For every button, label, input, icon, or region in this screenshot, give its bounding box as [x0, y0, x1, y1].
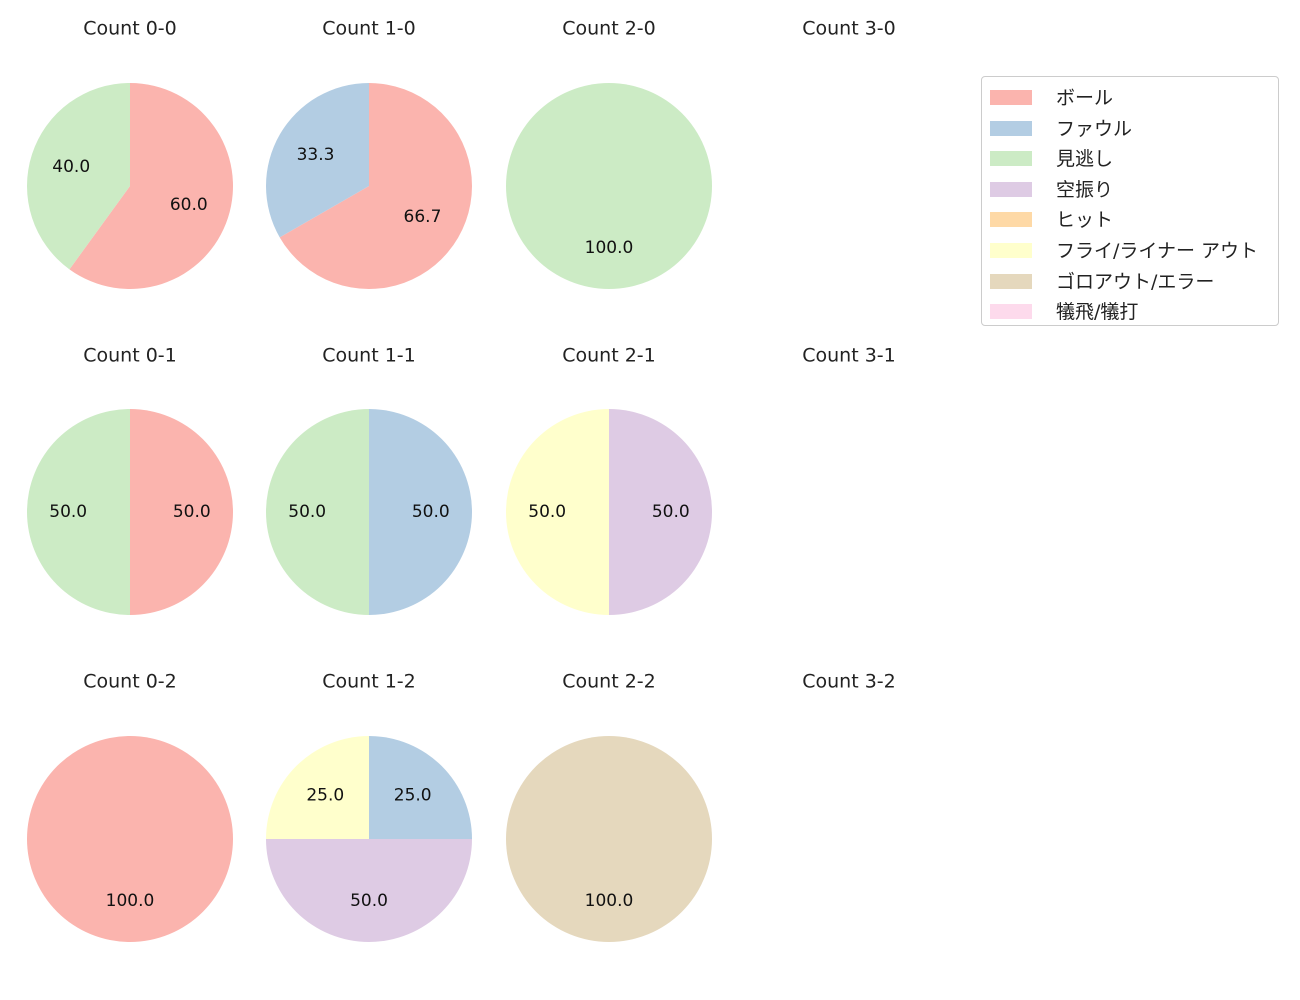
panel-title: Count 2-1	[562, 345, 656, 367]
pie-panel: Count 3-1	[802, 345, 896, 367]
panel-title: Count 3-2	[802, 671, 896, 693]
slice-label: 66.7	[404, 207, 442, 227]
slice-label: 50.0	[528, 502, 566, 522]
legend-entry: 空振り	[990, 173, 1280, 203]
panel-title: Count 2-2	[562, 671, 656, 693]
slice-label: 33.3	[297, 145, 335, 165]
slice-label: 50.0	[652, 502, 690, 522]
pie-slice	[266, 83, 369, 238]
pie-panel: Count 0-2 100.0	[27, 671, 233, 942]
pie-slice	[266, 736, 369, 839]
slice-label: 40.0	[52, 157, 90, 177]
legend-swatch	[990, 90, 1032, 105]
slice-label: 50.0	[288, 502, 326, 522]
pie-panel: Count 1-2 25.0 50.0 25.0	[266, 671, 472, 942]
legend-swatch	[990, 304, 1032, 320]
pie-panel: Count 1-0 66.7 33.3	[266, 18, 472, 289]
slice-label: 25.0	[394, 785, 432, 805]
pie-slice	[27, 83, 131, 270]
slice-label: 100.0	[106, 891, 155, 911]
legend-label: 見逃し	[1056, 148, 1114, 171]
panel-title: Count 1-0	[322, 18, 416, 40]
pie-panel: Count 3-2	[802, 671, 896, 693]
panel-title: Count 1-1	[322, 345, 416, 367]
slice-label: 50.0	[173, 502, 211, 522]
panel-title: Count 0-2	[83, 671, 177, 693]
panel-title: Count 0-0	[83, 18, 177, 40]
legend-entry: 犠飛/犠打	[990, 295, 1280, 325]
pie-slice	[506, 409, 609, 615]
pie-slice	[266, 839, 472, 942]
pie-panel: Count 1-1 50.0 50.0	[266, 345, 472, 615]
slice-label: 25.0	[306, 785, 344, 805]
legend: ボールファウル見逃し空振りヒットフライ/ライナー アウト ゴロアウト/エラー 犠飛/…	[981, 76, 1279, 326]
legend-entry: ファウル	[990, 112, 1280, 142]
panel-title: Count 1-2	[322, 671, 416, 693]
pie-slice	[27, 736, 233, 942]
pie-slice	[369, 736, 472, 839]
pie-slice	[506, 83, 712, 289]
legend-swatch	[990, 212, 1032, 228]
legend-label: ファウル	[1056, 117, 1133, 140]
legend-label: 犠飛/犠打	[1056, 301, 1139, 324]
legend-entry: 見逃し	[990, 142, 1280, 172]
legend-swatch	[990, 243, 1032, 258]
legend-swatch	[990, 181, 1032, 197]
slice-label: 60.0	[170, 195, 208, 215]
slice-label: 50.0	[412, 502, 450, 522]
pie-panel: Count 0-1 50.0 50.0	[27, 345, 233, 615]
legend-label: フライ/ライナー アウト	[1056, 240, 1259, 262]
pie-slice	[506, 736, 712, 942]
pie-panel: Count 0-0 60.0 40.0	[27, 18, 233, 289]
legend-swatch	[990, 151, 1032, 167]
pie-slice	[609, 409, 712, 615]
panel-title: Count 3-1	[802, 345, 896, 367]
legend-label: ボール	[1056, 87, 1114, 109]
legend-label: 空振り	[1056, 178, 1114, 201]
pie-panel: Count 3-0	[802, 18, 896, 40]
pie-slice	[279, 83, 472, 289]
slice-label: 100.0	[585, 891, 634, 911]
legend-label: ヒット	[1056, 209, 1114, 232]
pie-panel: Count 2-1 50.0 50.0	[506, 345, 712, 615]
panel-title: Count 0-1	[83, 345, 177, 367]
legend-swatch	[990, 273, 1032, 289]
pie-slice	[369, 409, 472, 615]
pie-panel: Count 2-2 100.0	[506, 671, 712, 942]
pie-slice	[69, 83, 233, 289]
slice-label: 100.0	[585, 238, 634, 258]
panel-title: Count 3-0	[802, 18, 896, 40]
panel-title: Count 2-0	[562, 18, 656, 40]
pie-slice	[130, 409, 233, 615]
slice-label: 50.0	[350, 891, 388, 911]
slice-label: 50.0	[49, 502, 87, 522]
pie-slice	[266, 409, 369, 615]
legend-entry: ボール	[990, 81, 1280, 111]
legend-label: ゴロアウト/エラー	[1056, 270, 1215, 293]
legend-entry: ゴロアウト/エラー	[990, 265, 1280, 295]
legend-entry: フライ/ライナー アウト	[990, 234, 1280, 264]
pie-panel: Count 2-0 100.0	[506, 18, 712, 289]
legend-swatch	[990, 120, 1032, 136]
legend-entry: ヒット	[990, 203, 1280, 233]
pie-slice	[27, 409, 130, 615]
